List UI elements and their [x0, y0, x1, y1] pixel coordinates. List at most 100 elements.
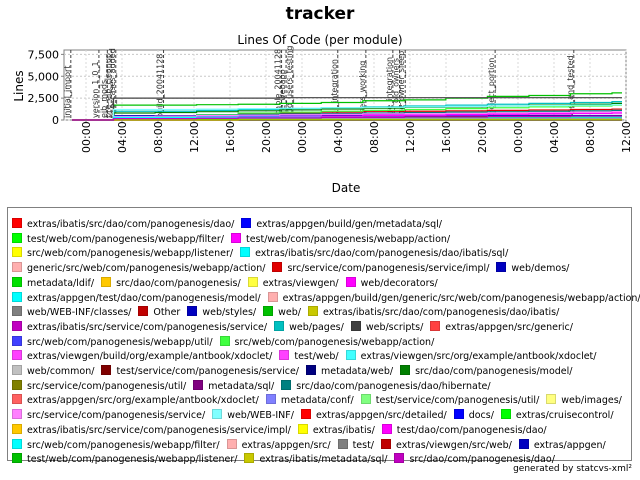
legend-swatch: [12, 394, 22, 405]
x-tick-label: 16:00: [224, 121, 237, 153]
x-tick-label: 04:00: [548, 121, 561, 153]
legend-swatch: [381, 423, 392, 434]
legend-row: web/common/test/service/com/panogenesis/…: [12, 359, 579, 377]
legend-swatch: [265, 394, 276, 405]
series-line: [72, 97, 622, 121]
x-tick-label: 16:00: [440, 121, 453, 153]
legend-label: extras/appgen/src/org/example/antbook/xd…: [27, 395, 259, 407]
legend-swatch: [518, 438, 529, 449]
version-marker-label: use_and_tested: [566, 55, 575, 118]
legend-swatch: [187, 306, 198, 317]
legend-item: src/web/com/panogenesis/webapp/listener/: [12, 247, 233, 261]
series-line: [72, 92, 622, 121]
legend-swatch: [267, 291, 278, 302]
legend-label: src/dao/com/panogenesis/dao/hibernate/: [296, 380, 491, 392]
legend-label: metadata/sql/: [208, 380, 275, 392]
legend-row: src/web/com/panogenesis/webapp/filter/ex…: [12, 433, 613, 451]
legend-label: test/service/com/panogenesis/service/: [116, 366, 299, 377]
version-marker-label: use_cases_added: [108, 48, 117, 118]
legend-item: web/pages/: [274, 320, 344, 335]
legend-label: src/web/com/panogenesis/webapp/util/: [27, 336, 213, 348]
legend-item: web/WEB-INF/classes/: [12, 306, 131, 320]
legend-item: extras/viewgen/: [247, 276, 339, 291]
legend-label: extras/ibatis/src/dao/com/panogenesis/da…: [322, 307, 560, 319]
legend-swatch: [274, 320, 285, 331]
legend-label: src/dao/com/panogenesis/dao/: [409, 454, 555, 466]
legend-swatch: [306, 365, 316, 375]
legend-row: src/service/com/panogenesis/util/metadat…: [12, 374, 498, 392]
version-marker-label: pre_integration: [385, 57, 394, 118]
version-marker-label: version_1_0_1: [91, 61, 100, 118]
legend-item: test/service/com/panogenesis/util/: [360, 394, 540, 408]
legend-label: extras/ibatis/: [312, 424, 375, 436]
x-tick-label: 04:00: [116, 121, 129, 153]
legend-item: extras/viewgen/build/org/example/antbook…: [12, 350, 272, 364]
legend-label: web/common/: [27, 366, 95, 377]
legend-item: src/service/com/panogenesis/service/impl…: [272, 262, 489, 276]
legend-row: extras/appgen/src/org/example/antbook/xd…: [12, 388, 629, 406]
legend-label: web/: [278, 307, 301, 319]
legend-row: generic/src/web/com/panogenesis/webapp/a…: [12, 256, 576, 274]
legend-item: src/dao/com/panogenesis/: [101, 276, 241, 291]
x-tick-label: 12:00: [188, 121, 201, 153]
legend-label: test/web/: [294, 351, 339, 363]
legend-swatch: [345, 350, 356, 361]
x-tick-label: 20:00: [260, 121, 273, 153]
version-marker-label: stable_20041128: [274, 49, 283, 118]
legend-label: extras/viewgen/src/org/example/antbook/x…: [360, 351, 597, 363]
legend-swatch: [230, 232, 241, 243]
legend-swatch: [212, 409, 223, 420]
x-tick-label: 08:00: [368, 121, 381, 153]
legend-swatch: [101, 365, 112, 375]
legend-item: extras/ibatis/src/service/com/panogenesi…: [12, 320, 267, 335]
legend-label: src/service/com/panogenesis/service/: [27, 410, 206, 422]
legend-swatch: [263, 306, 274, 317]
legend-label: extras/ibatis/src/dao/com/panogenesis/da…: [255, 248, 509, 260]
legend-row: extras/viewgen/build/org/example/antbook…: [12, 344, 603, 362]
series-line: [72, 111, 622, 121]
legend-item: Other: [138, 306, 180, 320]
legend-label: extras/viewgen/: [262, 277, 339, 289]
legend-swatch: [101, 276, 112, 287]
version-marker-label: users_working: [358, 61, 367, 118]
legend-label: test/web/com/panogenesis/webapp/listener…: [27, 454, 238, 466]
legend-label: generic/src/web/com/panogenesis/webapp/a…: [27, 263, 266, 275]
legend-swatch: [12, 409, 22, 420]
legend-label: web/scripts/: [365, 321, 424, 333]
legend-label: test/service/com/panogenesis/util/: [375, 395, 540, 407]
legend-item: web/WEB-INF/: [212, 409, 294, 423]
legend-label: extras/appgen/: [533, 439, 606, 451]
legend-item: metadata/conf/: [265, 394, 354, 408]
legend-swatch: [453, 409, 464, 420]
legend-item: src/web/com/panogenesis/webapp/filter/: [12, 438, 220, 453]
legend-label: extras/appgen/src/: [241, 439, 331, 451]
legend-item: src/service/com/panogenesis/service/: [12, 409, 205, 423]
legend-item: src/service/com/panogenesis/util/: [12, 379, 186, 394]
legend-item: test/web/com/panogenesis/webapp/listener…: [12, 453, 237, 467]
legend-item: extras/cruisecontrol/: [500, 409, 614, 423]
legend-swatch: [394, 453, 405, 464]
y-axis-label: Lines: [12, 70, 26, 101]
version-marker-label: add_users_testing: [285, 46, 294, 118]
legend-label: extras/ibatis/src/dao/com/panogenesis/da…: [27, 219, 235, 230]
legend-item: web/images/: [546, 394, 622, 408]
legend-item: docs/: [453, 409, 494, 423]
legend-item: src/dao/com/panogenesis/dao/: [394, 453, 555, 467]
legend-label: web/demos/: [511, 263, 570, 275]
legend-swatch: [350, 320, 361, 331]
legend-label: extras/appgen/build/gen/generic/src/web/…: [282, 292, 640, 304]
legend-swatch: [337, 438, 348, 449]
legend-swatch: [12, 262, 22, 273]
legend-swatch: [12, 423, 22, 434]
version-marker-label: pre_webapp: [278, 69, 287, 118]
legend-item: web/demos/: [496, 262, 569, 276]
legend-label: Other: [153, 307, 181, 319]
legend-swatch: [12, 218, 22, 228]
x-axis-label: Date: [332, 181, 361, 195]
legend-item: web/common/: [12, 365, 94, 379]
legend-swatch: [300, 409, 311, 420]
legend-item: extras/appgen/src/org/example/antbook/xd…: [12, 394, 259, 408]
legend-swatch: [12, 379, 22, 390]
legend-item: web/: [263, 306, 301, 320]
legend-item: test/: [337, 438, 374, 453]
